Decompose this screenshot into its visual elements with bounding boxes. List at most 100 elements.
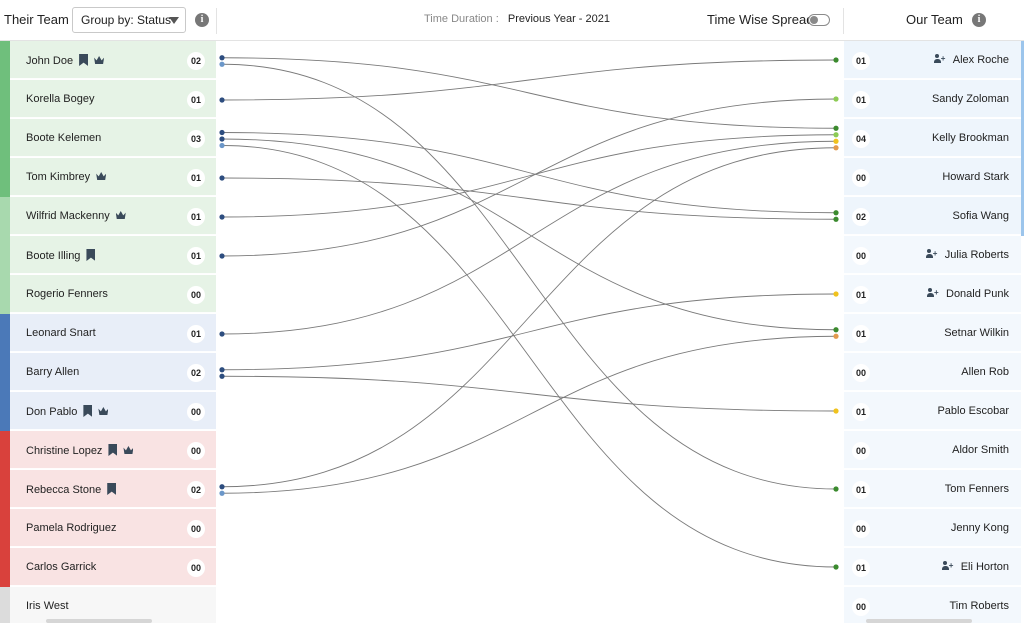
our-team-row[interactable]: 01 Setnar Wilkin bbox=[844, 314, 1021, 352]
member-name: Sofia Wang bbox=[953, 210, 1009, 222]
connection-line bbox=[221, 132, 837, 214]
our-team-row[interactable]: 04 Kelly Brookman bbox=[844, 119, 1024, 158]
connection-to-dot[interactable] bbox=[833, 327, 839, 333]
our-team-row[interactable]: 01 + Alex Roche bbox=[844, 41, 1024, 80]
info-icon[interactable]: i bbox=[972, 13, 986, 27]
member-name-text: Aldor Smith bbox=[952, 444, 1009, 456]
their-team-row[interactable]: Iris West bbox=[0, 587, 216, 623]
count-badge: 00 bbox=[187, 442, 205, 460]
our-team-row[interactable]: 00 + Julia Roberts bbox=[844, 236, 1021, 274]
our-team-row[interactable]: 00 Allen Rob bbox=[844, 353, 1021, 391]
connection-from-dot[interactable] bbox=[219, 490, 225, 496]
member-name-text: Tom Fenners bbox=[944, 483, 1009, 495]
our-team-row[interactable]: 02 Sofia Wang bbox=[844, 197, 1024, 236]
member-name: Rogerio Fenners bbox=[26, 288, 108, 300]
connection-from-dot[interactable] bbox=[219, 331, 225, 337]
connection-to-dot[interactable] bbox=[833, 216, 839, 222]
connection-from-dot[interactable] bbox=[219, 129, 225, 136]
their-team-row[interactable]: Tom Kimbrey 01 bbox=[0, 158, 216, 197]
their-team-row[interactable]: Boote Kelemen 03 bbox=[0, 119, 216, 158]
connection-to-dot[interactable] bbox=[833, 96, 839, 102]
our-team-row[interactable]: 00 Jenny Kong bbox=[844, 509, 1021, 547]
info-icon[interactable]: i bbox=[195, 13, 209, 27]
connection-from-dot[interactable] bbox=[219, 136, 225, 142]
count-badge: 01 bbox=[187, 169, 205, 187]
connection-to-dot[interactable] bbox=[833, 564, 839, 570]
left-scrollbar-thumb[interactable] bbox=[46, 619, 152, 623]
connection-from-dot[interactable] bbox=[219, 214, 225, 220]
connection-to-dot[interactable] bbox=[833, 486, 839, 492]
connection-from-dot[interactable] bbox=[219, 55, 225, 61]
count-badge: 00 bbox=[852, 520, 870, 538]
their-team-row[interactable]: Pamela Rodriguez 00 bbox=[0, 509, 216, 548]
connection-to-dot[interactable] bbox=[833, 132, 839, 138]
connection-to-dot[interactable] bbox=[833, 145, 839, 151]
status-stripe bbox=[0, 158, 10, 197]
count-badge: 00 bbox=[187, 286, 205, 304]
crown-icon bbox=[115, 211, 126, 219]
count-badge: 00 bbox=[852, 169, 870, 187]
connection-to-dot[interactable] bbox=[833, 291, 839, 297]
connection-from-dot[interactable] bbox=[219, 367, 225, 373]
time-wise-spread-toggle[interactable] bbox=[808, 14, 830, 26]
our-team-row[interactable]: 00 Tim Roberts bbox=[844, 587, 1021, 623]
connection-to-dot[interactable] bbox=[833, 57, 839, 63]
caret-down-icon bbox=[169, 17, 179, 24]
their-team-row[interactable]: John Doe 02 bbox=[0, 41, 216, 80]
member-name-text: Donald Punk bbox=[946, 288, 1009, 300]
connection-to-dot[interactable] bbox=[833, 125, 839, 131]
add-person-icon: + bbox=[933, 54, 945, 63]
status-stripe bbox=[0, 197, 10, 236]
bookmark-icon bbox=[86, 249, 96, 261]
member-name: Howard Stark bbox=[942, 171, 1009, 183]
our-team-row[interactable]: 01 Pablo Escobar bbox=[844, 392, 1021, 430]
our-team-row[interactable]: 01 + Donald Punk bbox=[844, 275, 1021, 313]
our-team-row[interactable]: 00 Howard Stark bbox=[844, 158, 1024, 197]
connection-to-dot[interactable] bbox=[833, 210, 839, 216]
member-name-text: Allen Rob bbox=[961, 366, 1009, 378]
our-team-row[interactable]: 00 Aldor Smith bbox=[844, 431, 1021, 469]
group-by-select[interactable]: Group by: Status bbox=[72, 7, 186, 33]
count-badge: 01 bbox=[852, 559, 870, 577]
bookmark-icon bbox=[83, 405, 93, 417]
member-name-text: Rogerio Fenners bbox=[26, 288, 108, 300]
connection-from-dot[interactable] bbox=[219, 253, 225, 259]
connection-to-dot[interactable] bbox=[833, 138, 839, 144]
count-badge: 01 bbox=[187, 91, 205, 109]
their-team-row[interactable]: Boote Illing 01 bbox=[0, 236, 216, 275]
connection-from-dot[interactable] bbox=[219, 373, 225, 379]
connection-from-dot[interactable] bbox=[219, 484, 225, 490]
their-team-row[interactable]: Rebecca Stone 02 bbox=[0, 470, 216, 509]
their-team-row[interactable]: Rogerio Fenners 00 bbox=[0, 275, 216, 314]
connection-from-dot[interactable] bbox=[219, 61, 225, 67]
connection-from-dot[interactable] bbox=[219, 97, 225, 103]
member-name: Wilfrid Mackenny bbox=[26, 210, 126, 222]
right-scrollbar-thumb[interactable] bbox=[866, 619, 972, 623]
our-team-row[interactable]: 01 Tom Fenners bbox=[844, 470, 1021, 508]
count-badge: 01 bbox=[852, 403, 870, 421]
their-team-row[interactable]: Barry Allen 02 bbox=[0, 353, 216, 392]
count-badge: 00 bbox=[852, 442, 870, 460]
add-person-icon: + bbox=[941, 561, 953, 570]
their-team-row[interactable]: Carlos Garrick 00 bbox=[0, 548, 216, 587]
their-team-row[interactable]: Korella Bogey 01 bbox=[0, 80, 216, 119]
status-stripe bbox=[1021, 158, 1024, 197]
connection-to-dot[interactable] bbox=[833, 333, 839, 339]
connection-to-dot[interactable] bbox=[833, 408, 839, 414]
member-name-text: Howard Stark bbox=[942, 171, 1009, 183]
add-person-icon: + bbox=[927, 288, 939, 297]
our-team-row[interactable]: 01 + Eli Horton bbox=[844, 548, 1021, 586]
status-stripe bbox=[0, 587, 10, 623]
connection-from-dot[interactable] bbox=[219, 175, 225, 181]
connection-line bbox=[221, 57, 837, 129]
member-name: Boote Illing bbox=[26, 249, 96, 262]
member-name-text: Don Pablo bbox=[26, 406, 78, 418]
our-team-row[interactable]: 01 Sandy Zoloman bbox=[844, 80, 1024, 119]
status-stripe bbox=[0, 41, 10, 80]
their-team-row[interactable]: Leonard Snart 01 bbox=[0, 314, 216, 353]
their-team-row[interactable]: Don Pablo 00 bbox=[0, 392, 216, 431]
their-team-row[interactable]: Christine Lopez 00 bbox=[0, 431, 216, 470]
member-name-text: John Doe bbox=[26, 55, 74, 67]
their-team-row[interactable]: Wilfrid Mackenny 01 bbox=[0, 197, 216, 236]
connection-from-dot[interactable] bbox=[219, 142, 225, 149]
